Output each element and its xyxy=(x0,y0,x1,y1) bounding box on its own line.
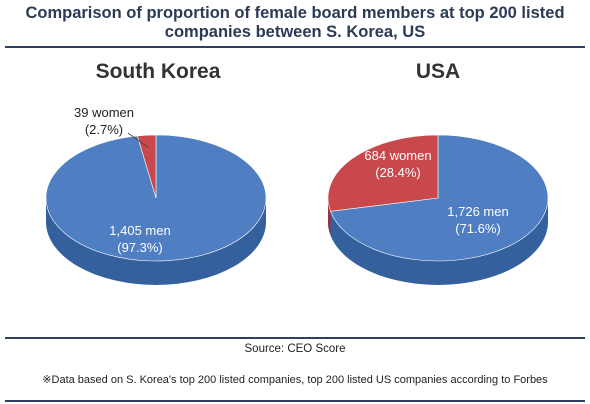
title-line-1: Comparison of proportion of female board… xyxy=(25,4,565,22)
usa-title: USA xyxy=(415,60,461,83)
men-count-label: 1,726 men xyxy=(447,204,508,219)
south-korea-title: South Korea xyxy=(95,60,221,83)
men-percent-label: (71.6%) xyxy=(455,221,501,236)
women-side-wall xyxy=(328,198,331,236)
men-percent-label: (97.3%) xyxy=(117,240,163,255)
men-count-label: 1,405 men xyxy=(109,223,170,238)
pie-side xyxy=(328,198,548,285)
women-count-label: 39 women xyxy=(74,105,134,120)
footnote-text: ※Data based on S. Korea's top 200 listed… xyxy=(42,374,548,386)
women-leader-line xyxy=(127,132,149,149)
pie-side-wall xyxy=(328,198,548,285)
pie-side-wall xyxy=(46,198,266,285)
title-line-2: companies between S. Korea, US xyxy=(164,23,426,41)
bottom-divider xyxy=(5,400,585,402)
top-divider xyxy=(5,46,585,48)
chart-title: Comparison of proportion of female board… xyxy=(0,4,590,42)
women-count-label: 684 women xyxy=(364,148,431,163)
women-percent-label: (2.7%) xyxy=(85,122,123,137)
south-korea-pie: 1,405 men (97.3%) 39 women (2.7%) xyxy=(45,105,267,285)
pie-side xyxy=(46,198,266,285)
women-slice xyxy=(327,134,439,212)
men-slice xyxy=(330,134,549,262)
source-text: Source: CEO Score xyxy=(244,343,346,355)
women-percent-label: (28.4%) xyxy=(375,165,421,180)
usa-pie: 1,726 men (71.6%) 684 women (28.4%) xyxy=(327,134,549,285)
women-slice xyxy=(137,134,157,199)
footer-divider xyxy=(5,337,585,339)
south-korea-chart: South Korea 1,405 men (97.3%) 39 women (2.7… xyxy=(28,50,288,335)
usa-chart: USA 1,726 men (71.6%) 684 women (28.4%) xyxy=(308,50,568,335)
